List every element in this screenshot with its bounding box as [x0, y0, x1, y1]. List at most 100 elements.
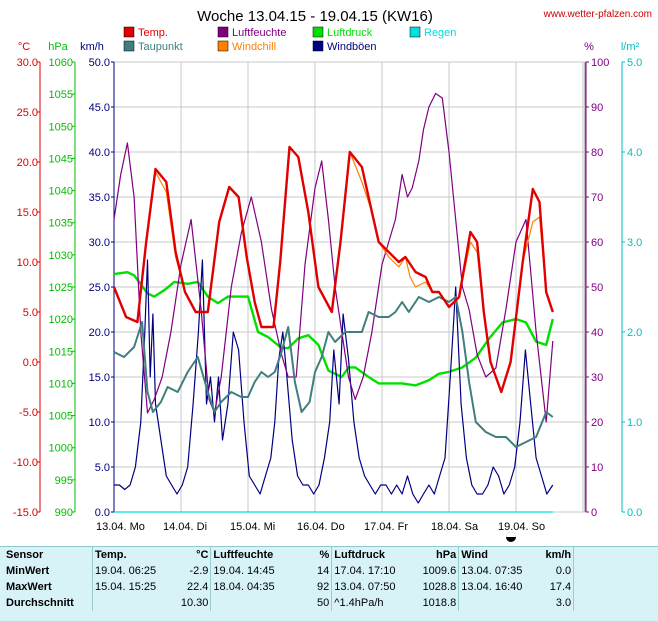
stats-wind-val: 0.0 [555, 565, 572, 577]
tick-label-lm2: 3.0 [627, 237, 642, 249]
tick-label-hpa: 1055 [49, 89, 73, 101]
stats-header-row: Sensor Temp. °C Luftfeuchte % Luftdruck … [0, 547, 658, 563]
tick-label-lm2: 0.0 [627, 507, 642, 519]
tick-label-temp: 15.0 [17, 207, 38, 219]
x-axis-labels: 13.04. Mo 14.04. Di 15.04. Mi 16.04. Do 17.0… [96, 521, 545, 533]
tick-label-kmh: 50.0 [89, 57, 110, 69]
legend-swatch [217, 26, 229, 38]
tick-label-kmh: 35.0 [89, 192, 110, 204]
stats-hum-time: 19.04. 14:45 [210, 563, 304, 579]
stats-header-press-unit: hPa [436, 549, 457, 561]
stats-spacer [573, 579, 658, 595]
tick-label-lm2: 4.0 [627, 147, 642, 159]
tick-label-kmh: 10.0 [89, 417, 110, 429]
stats-press-val: 1009.6 [422, 565, 457, 577]
tick-label-pct: 90 [591, 102, 603, 114]
stats-header-sensor: Sensor [6, 549, 44, 561]
tick-label-pct: 100 [591, 57, 609, 69]
legend-swatch [409, 26, 421, 38]
tick-label-pct: 40 [591, 327, 603, 339]
stats-temp-time: 15.04. 15:25 [91, 579, 179, 595]
x-tick-label: 13.04. Mo [96, 521, 145, 533]
x-tick-label: 14.04. Di [163, 521, 207, 533]
tick-label-pct: 0 [591, 507, 597, 519]
current-time-marker-half [506, 532, 516, 537]
tick-label-temp: -10.0 [13, 457, 38, 469]
stats-header-wind-unit: km/h [545, 549, 572, 561]
tick-label-temp: 20.0 [17, 157, 38, 169]
stats-press-val: 1018.8 [422, 597, 457, 609]
legend-swatch [123, 26, 135, 38]
stats-header-wind: Wind [458, 547, 540, 563]
tick-label-pct: 80 [591, 147, 603, 159]
stats-hum-time: 18.04. 04:35 [210, 579, 304, 595]
stats-table: Sensor Temp. °C Luftfeuchte % Luftdruck … [0, 547, 658, 611]
tick-label-hpa: 995 [55, 475, 73, 487]
tick-label-kmh: 15.0 [89, 372, 110, 384]
stats-row-label: MinWert [6, 565, 50, 577]
series-line-luftfeuchte [113, 92, 554, 423]
legend-label: Windböen [327, 41, 377, 53]
stats-press-time: 13.04. 07:50 [331, 579, 417, 595]
series-line-luftdruck [113, 271, 554, 387]
tick-label-lm2: 5.0 [627, 57, 642, 69]
stats-press-time: ^1.4hPa/h [331, 595, 417, 611]
tick-label-hpa: 1030 [49, 250, 73, 262]
stats-wind-time: 13.04. 16:40 [458, 579, 540, 595]
tick-label-pct: 10 [591, 462, 603, 474]
stats-temp-time [91, 595, 179, 611]
axis-header-pct: % [584, 41, 594, 53]
x-tick-label: 16.04. Do [297, 521, 345, 533]
tick-label-pct: 30 [591, 372, 603, 384]
stats-hum-val: 92 [317, 581, 330, 593]
tick-label-kmh: 40.0 [89, 147, 110, 159]
tick-label-kmh: 25.0 [89, 282, 110, 294]
axes: 30.0 25.0 20.0 15.0 10.0 5.0 0.0 -5.0 -10.0 -15.0… [13, 57, 642, 519]
chart-title: Woche 13.04.15 - 19.04.15 (KW16) [197, 8, 433, 25]
tick-label-temp: 0.0 [23, 357, 38, 369]
legend-label: Windchill [232, 41, 276, 53]
stats-wind-val: 17.4 [549, 581, 572, 593]
tick-label-temp: 5.0 [23, 307, 38, 319]
stats-spacer [573, 595, 658, 611]
tick-label-kmh: 20.0 [89, 327, 110, 339]
stats-panel: Sensor Temp. °C Luftfeuchte % Luftdruck … [0, 546, 658, 621]
stats-hum-time [210, 595, 304, 611]
stats-header-hum-unit: % [319, 549, 330, 561]
tick-label-hpa: 1040 [49, 186, 73, 198]
stats-row-label: Durchschnitt [6, 597, 74, 609]
tick-label-kmh: 0.0 [95, 507, 110, 519]
legend-label: Luftdruck [327, 27, 373, 39]
tick-label-hpa: 1060 [49, 57, 73, 69]
axis-header-lm2: l/m² [621, 41, 640, 53]
stats-temp-val: -2.9 [189, 565, 209, 577]
stats-temp-val: 22.4 [187, 581, 209, 593]
tick-label-hpa: 1035 [49, 218, 73, 230]
stats-press-val: 1028.8 [422, 581, 457, 593]
site-link[interactable]: www.wetter-pfalzen.com [543, 9, 652, 20]
x-tick-label: 17.04. Fr [364, 521, 408, 533]
stats-hum-val: 50 [317, 597, 330, 609]
tick-label-hpa: 1025 [49, 282, 73, 294]
tick-label-kmh: 30.0 [89, 237, 110, 249]
stats-spacer [573, 547, 658, 563]
series-line-temp [112, 145, 554, 394]
stats-header-hum: Luftfeuchte [210, 547, 304, 563]
stats-spacer [573, 563, 658, 579]
x-tick-label: 18.04. Sa [431, 521, 479, 533]
series-line-windböen [114, 259, 554, 504]
tick-label-hpa: 1020 [49, 314, 73, 326]
legend-label: Taupunkt [138, 41, 183, 53]
tick-label-hpa: 1010 [49, 378, 73, 390]
tick-label-temp: 30.0 [17, 57, 38, 69]
stats-row-min: MinWert 19.04. 06:25 -2.9 19.04. 14:45 1… [0, 563, 658, 579]
tick-label-pct: 70 [591, 192, 603, 204]
legend-label: Luftfeuchte [232, 27, 286, 39]
stats-press-time: 17.04. 17:10 [331, 563, 417, 579]
series-group [112, 92, 554, 513]
x-tick-label: 15.04. Mi [230, 521, 275, 533]
tick-label-temp: -5.0 [19, 407, 38, 419]
stats-wind-time: 13.04. 07:35 [458, 563, 540, 579]
tick-label-hpa: 990 [55, 507, 73, 519]
stats-temp-time: 19.04. 06:25 [91, 563, 179, 579]
